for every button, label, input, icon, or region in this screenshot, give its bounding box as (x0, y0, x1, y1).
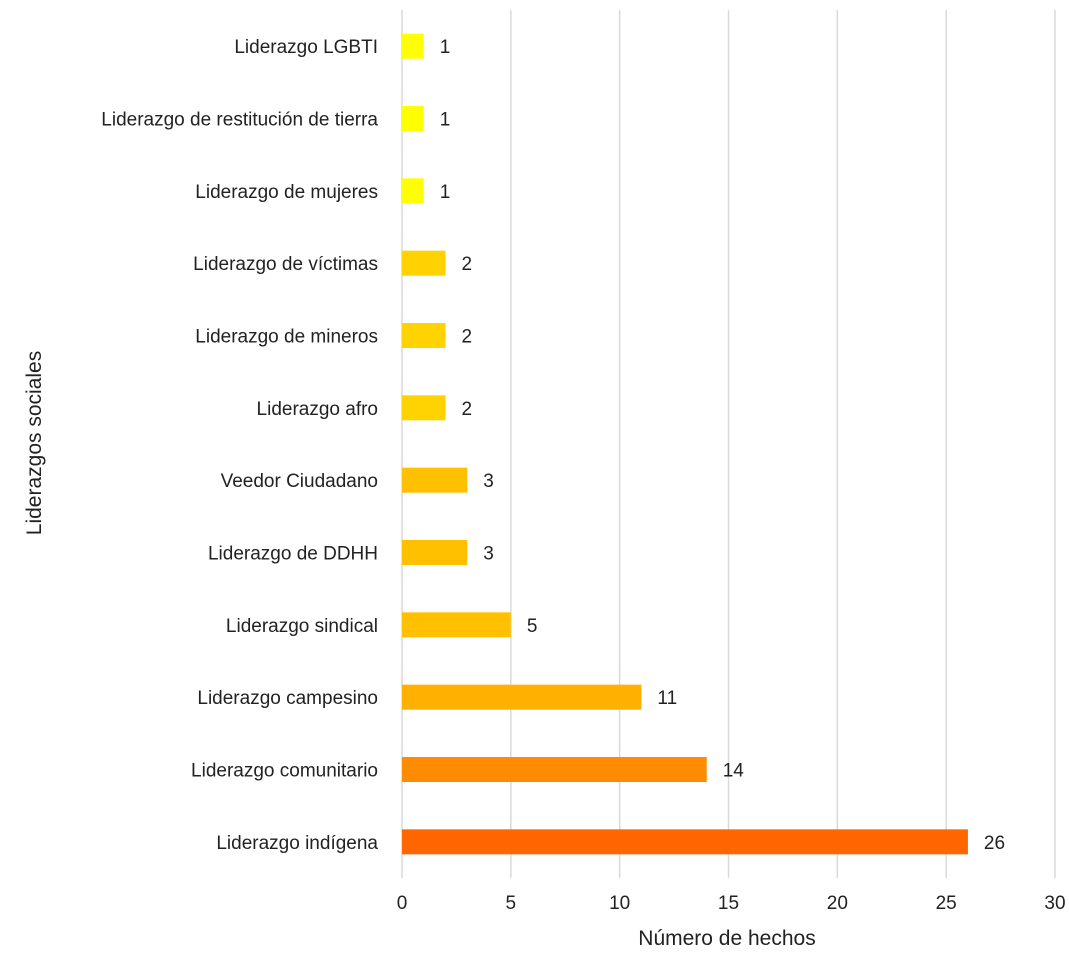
bar (402, 323, 446, 348)
bar (402, 829, 968, 855)
bar (402, 250, 446, 276)
data-label: 3 (483, 471, 494, 492)
category-label: Liderazgo indígena (216, 833, 378, 854)
category-label: Liderazgo LGBTI (234, 37, 378, 58)
category-label: Liderazgo campesino (197, 688, 378, 709)
x-tick-label: 30 (1044, 893, 1065, 914)
category-labels: Liderazgo LGBTI Liderazgo de restitución … (101, 37, 378, 854)
data-label: 1 (440, 37, 451, 58)
data-label: 5 (527, 616, 538, 637)
data-label: 2 (462, 254, 473, 275)
data-label: 1 (440, 182, 451, 203)
bar (402, 757, 707, 782)
data-label: 1 (440, 110, 451, 131)
y-axis-title: Liderazgos sociales (23, 351, 46, 535)
data-label: 2 (462, 327, 473, 348)
x-tick-label: 25 (936, 893, 957, 914)
category-label: Liderazgo afro (257, 399, 378, 420)
data-label: 2 (462, 399, 473, 420)
x-tick-label: 15 (718, 893, 739, 914)
category-label: Liderazgo comunitario (191, 761, 378, 782)
data-label: 11 (657, 688, 677, 709)
category-label: Liderazgo de mujeres (195, 182, 378, 203)
data-label: 26 (984, 833, 1005, 854)
bar (402, 467, 468, 493)
bar (402, 684, 642, 710)
category-label: Liderazgo de DDHH (208, 544, 378, 565)
category-label: Liderazgo de víctimas (193, 254, 378, 275)
x-tick-label: 20 (827, 893, 848, 914)
category-label: Veedor Ciudadano (221, 471, 378, 492)
data-label: 14 (723, 761, 745, 782)
bar (402, 540, 468, 565)
bar (402, 33, 424, 59)
x-tick-label: 0 (397, 893, 408, 914)
bar (402, 395, 446, 421)
bars (402, 33, 968, 855)
category-label: Liderazgo de restitución de tierra (101, 110, 378, 131)
x-tick-labels: 0 5 10 15 20 25 30 (397, 893, 1066, 914)
category-label: Liderazgo sindical (226, 616, 378, 637)
bar (402, 178, 424, 204)
x-tick-label: 10 (609, 893, 630, 914)
x-tick-label: 5 (506, 893, 517, 914)
bar (402, 106, 424, 131)
data-label: 3 (483, 544, 494, 565)
x-axis-title: Número de hechos (638, 927, 815, 950)
gridlines (401, 10, 1056, 878)
bar (402, 612, 511, 638)
category-label: Liderazgo de mineros (195, 327, 378, 348)
